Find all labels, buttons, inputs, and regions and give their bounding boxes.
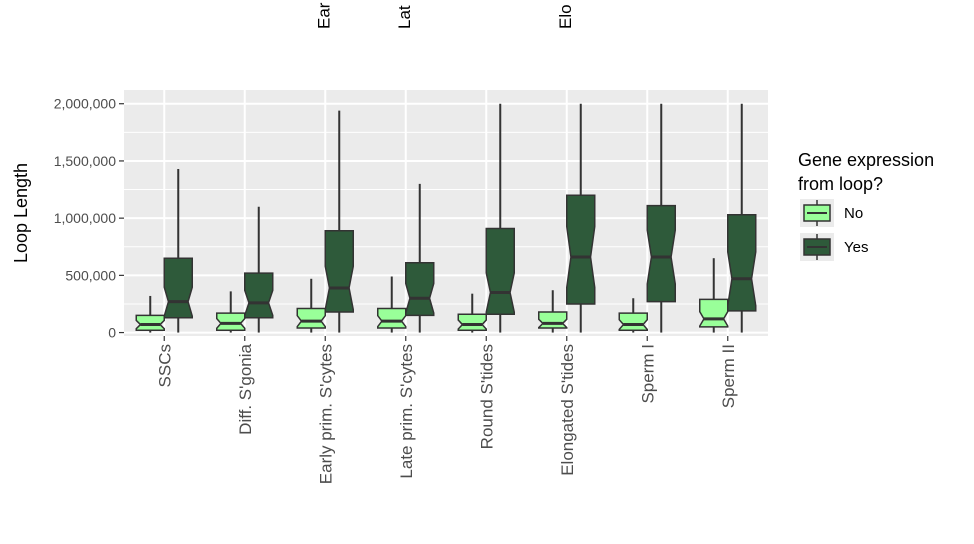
legend: Gene expression from loop? No Yes [798, 150, 934, 261]
box-yes-2 [324, 110, 354, 333]
legend-title-line-2: from loop? [798, 174, 883, 194]
box-body [566, 194, 596, 305]
clipped-label: Ear [314, 2, 333, 29]
box-yes-3 [405, 183, 435, 333]
box-yes-4 [485, 103, 515, 333]
box-no-0 [135, 295, 165, 333]
legend-title-line-1: Gene expression [798, 150, 934, 170]
box-body [163, 257, 193, 319]
y-tick-label: 0 [108, 325, 116, 341]
x-tick-label: Elongated S'tides [558, 344, 577, 476]
y-tick-label: 1,000,000 [54, 210, 116, 226]
legend-key-no: No [800, 199, 863, 227]
box-no-2 [296, 278, 326, 333]
y-tick-label: 500,000 [65, 267, 116, 283]
x-tick-label: Sperm I [638, 344, 657, 404]
box-yes-5 [566, 103, 596, 333]
box-body [538, 311, 568, 329]
clipped-top-labels: Ear Lat Elo [314, 2, 575, 29]
x-axis: SSCs Diff. S'gonia Early prim. S'cytes Late… [155, 336, 738, 484]
box-body [324, 229, 354, 313]
box-no-6 [618, 298, 648, 333]
x-tick-label: SSCs [155, 344, 174, 387]
box-no-4 [457, 293, 487, 333]
box-series [135, 103, 757, 333]
x-tick-label: Sperm II [719, 344, 738, 408]
legend-label: No [844, 205, 863, 222]
box-yes-6 [646, 103, 676, 333]
box-yes-1 [244, 206, 274, 333]
box-body [457, 313, 487, 332]
legend-key-yes: Yes [800, 233, 868, 261]
box-no-5 [538, 290, 568, 333]
box-body [296, 307, 326, 329]
box-body [244, 272, 274, 319]
box-body [135, 314, 165, 332]
y-tick-label: 2,000,000 [54, 96, 116, 112]
y-tick-label: 1,500,000 [54, 153, 116, 169]
x-tick-label: Round S'tides [477, 344, 496, 449]
box-body [699, 298, 729, 328]
x-tick-label: Late prim. S'cytes [397, 344, 416, 479]
box-body [727, 213, 757, 312]
box-yes-0 [163, 168, 193, 333]
x-tick-label: Early prim. S'cytes [316, 344, 335, 484]
box-body [216, 312, 246, 332]
legend-label: Yes [844, 239, 868, 256]
box-body [485, 227, 515, 316]
box-body [646, 204, 676, 303]
y-axis: 0 500,000 1,000,000 1,500,000 2,000,000 [54, 96, 124, 341]
box-body [405, 262, 435, 317]
x-tick-label: Diff. S'gonia [236, 343, 255, 434]
box-body [377, 307, 407, 329]
box-yes-7 [727, 103, 757, 333]
y-axis-title: Loop Length [11, 163, 31, 263]
box-body [618, 312, 648, 332]
box-no-7 [699, 258, 729, 333]
clipped-label: Lat [395, 5, 414, 29]
clipped-label: Elo [556, 4, 575, 29]
